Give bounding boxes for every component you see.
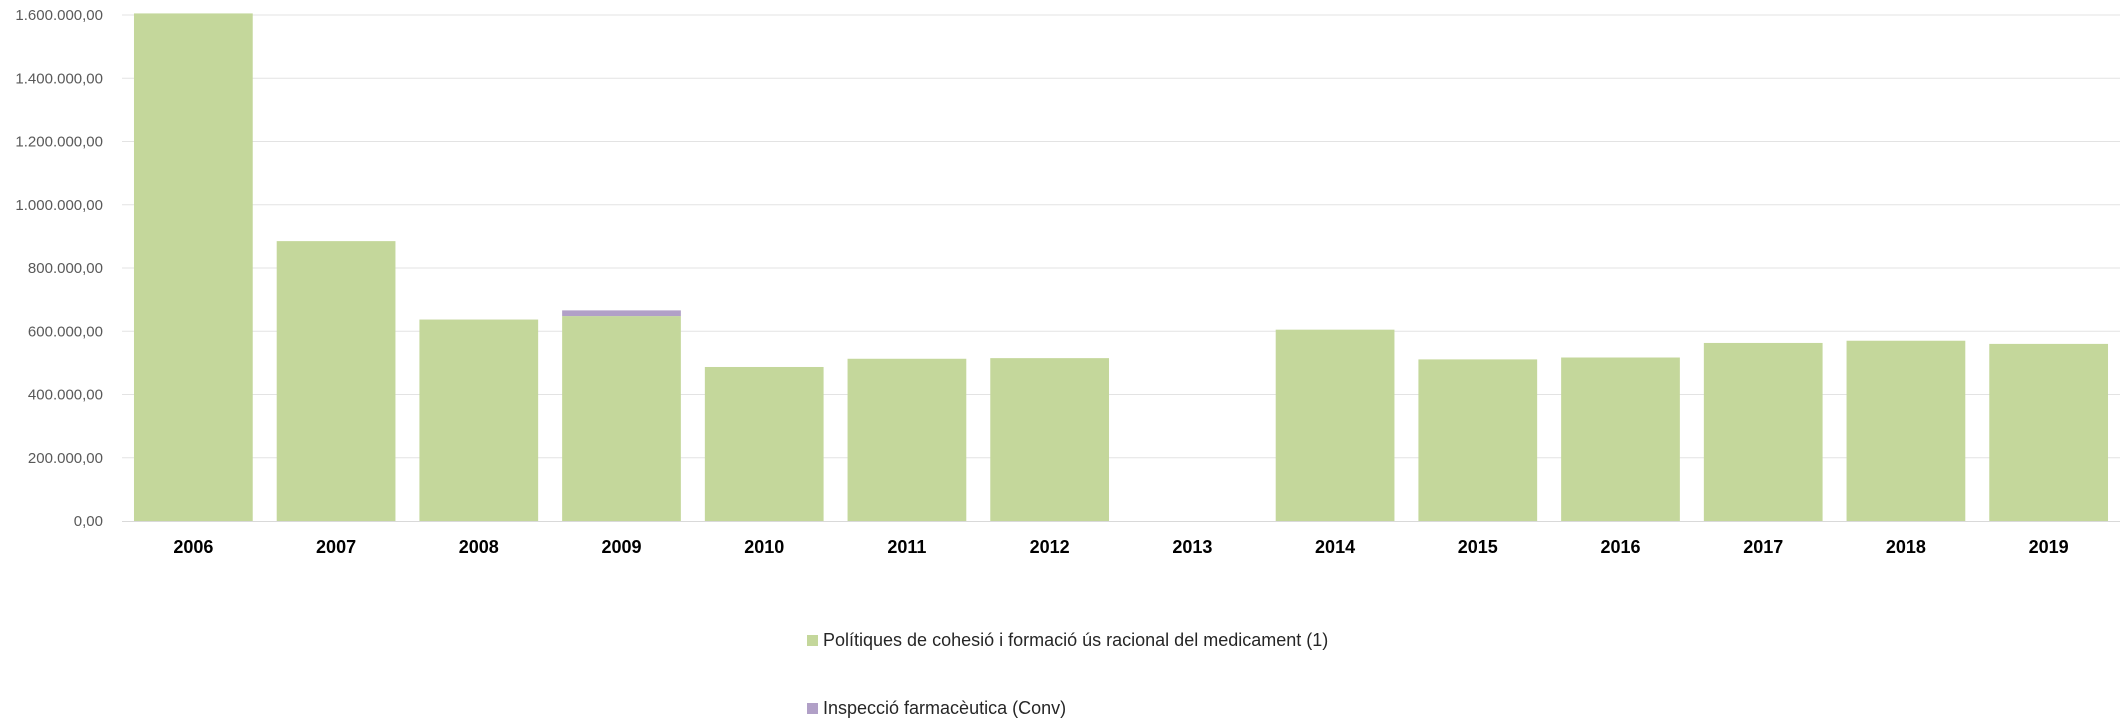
bar-2007-series-0	[276, 241, 396, 521]
legend-item-cohesio: Polítiques de cohesió i formació ús raci…	[807, 630, 1328, 651]
y-tick-label: 800.000,00	[28, 260, 103, 277]
bar-2018-series-0	[1846, 340, 1966, 521]
legend-label-cohesio: Polítiques de cohesió i formació ús raci…	[823, 630, 1329, 650]
bars	[133, 13, 2109, 521]
bar-2011-series-0	[847, 358, 967, 521]
x-tick-label-2017: 2017	[1743, 537, 1783, 557]
bar-2019-series-0	[1989, 343, 2109, 521]
bar-2015-series-0	[1418, 359, 1538, 521]
x-axis-ticks: 2006 2007 2008 2009 2010 2011 2012 2013 2014 2015…	[173, 537, 2068, 557]
x-tick-label-2011: 2011	[887, 537, 926, 557]
bar-2009-series-1	[562, 310, 681, 317]
bar-2012-series-0	[990, 358, 1110, 521]
bar-2006-series-0	[133, 13, 253, 521]
bar-2017-series-0	[1703, 342, 1823, 521]
x-tick-label-2012: 2012	[1030, 537, 1070, 557]
x-tick-label-2010: 2010	[744, 537, 784, 557]
legend-item-inspeccio: Inspecció farmacèutica (Conv)	[807, 698, 1066, 719]
bar-2016-series-0	[1561, 357, 1680, 521]
x-tick-label-2009: 2009	[601, 537, 641, 557]
x-tick-label-2013: 2013	[1172, 537, 1212, 557]
legend-swatch-cohesio	[807, 635, 818, 646]
legend-label-inspeccio: Inspecció farmacèutica (Conv)	[823, 698, 1067, 718]
bar-2010-series-0	[704, 366, 824, 521]
x-tick-label-2007: 2007	[316, 537, 356, 557]
x-tick-label-2014: 2014	[1315, 537, 1355, 557]
y-tick-label: 400.000,00	[28, 387, 103, 404]
y-tick-label: 1.400.000,00	[15, 70, 103, 87]
x-tick-label-2019: 2019	[2029, 537, 2069, 557]
x-tick-label-2015: 2015	[1458, 537, 1498, 557]
y-axis-ticks: 0,00 200.000,00 400.000,00 600.000,00 800.00…	[15, 7, 103, 530]
x-tick-label-2018: 2018	[1886, 537, 1926, 557]
x-tick-label-2016: 2016	[1600, 537, 1640, 557]
y-tick-label: 1.600.000,00	[15, 7, 103, 24]
x-tick-label-2008: 2008	[459, 537, 499, 557]
bar-2009-series-0	[562, 316, 681, 521]
bar-2008-series-0	[419, 319, 539, 521]
x-tick-label-2006: 2006	[173, 537, 213, 557]
y-tick-label: 1.000.000,00	[15, 197, 103, 214]
y-tick-label: 200.000,00	[28, 450, 103, 467]
y-tick-label: 0,00	[74, 513, 103, 530]
y-tick-label: 600.000,00	[28, 323, 103, 340]
legend-swatch-inspeccio	[807, 703, 818, 714]
bar-2014-series-0	[1275, 329, 1395, 521]
y-tick-label: 1.200.000,00	[15, 134, 103, 151]
